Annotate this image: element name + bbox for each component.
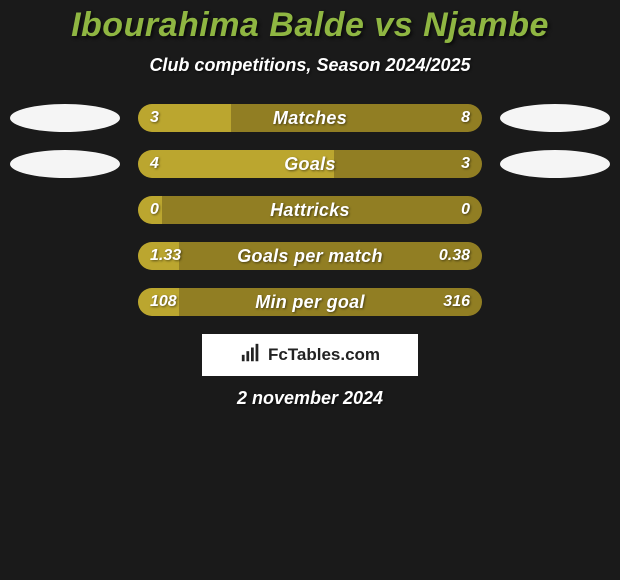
stat-label: Goals per match — [138, 242, 482, 270]
stat-row: 00Hattricks — [0, 196, 620, 224]
stat-bar: 108316Min per goal — [138, 288, 482, 316]
player-left-oval — [10, 104, 120, 132]
stat-rows: 38Matches 43Goals 00Hattricks 1.330.38Goals… — [0, 104, 620, 316]
logo-text: FcTables.com — [268, 345, 380, 365]
stat-label: Goals — [138, 150, 482, 178]
oval-spacer — [10, 196, 120, 224]
stat-bar: 43Goals — [138, 150, 482, 178]
date-label: 2 november 2024 — [0, 388, 620, 409]
stat-row: 1.330.38Goals per match — [0, 242, 620, 270]
oval-spacer — [500, 196, 610, 224]
stat-bar: 00Hattricks — [138, 196, 482, 224]
subtitle: Club competitions, Season 2024/2025 — [0, 55, 620, 76]
comparison-card: Ibourahima Balde vs Njambe Club competit… — [0, 0, 620, 580]
stat-row: 108316Min per goal — [0, 288, 620, 316]
oval-spacer — [500, 288, 610, 316]
logo-box: FcTables.com — [202, 334, 418, 376]
stat-row: 38Matches — [0, 104, 620, 132]
player-left-oval — [10, 150, 120, 178]
player-right-oval — [500, 104, 610, 132]
stat-label: Matches — [138, 104, 482, 132]
oval-spacer — [10, 242, 120, 270]
oval-spacer — [500, 242, 610, 270]
stat-label: Min per goal — [138, 288, 482, 316]
page-title: Ibourahima Balde vs Njambe — [0, 6, 620, 45]
chart-icon — [240, 342, 262, 369]
stat-bar: 1.330.38Goals per match — [138, 242, 482, 270]
player-right-oval — [500, 150, 610, 178]
oval-spacer — [10, 288, 120, 316]
stat-bar: 38Matches — [138, 104, 482, 132]
stat-row: 43Goals — [0, 150, 620, 178]
stat-label: Hattricks — [138, 196, 482, 224]
